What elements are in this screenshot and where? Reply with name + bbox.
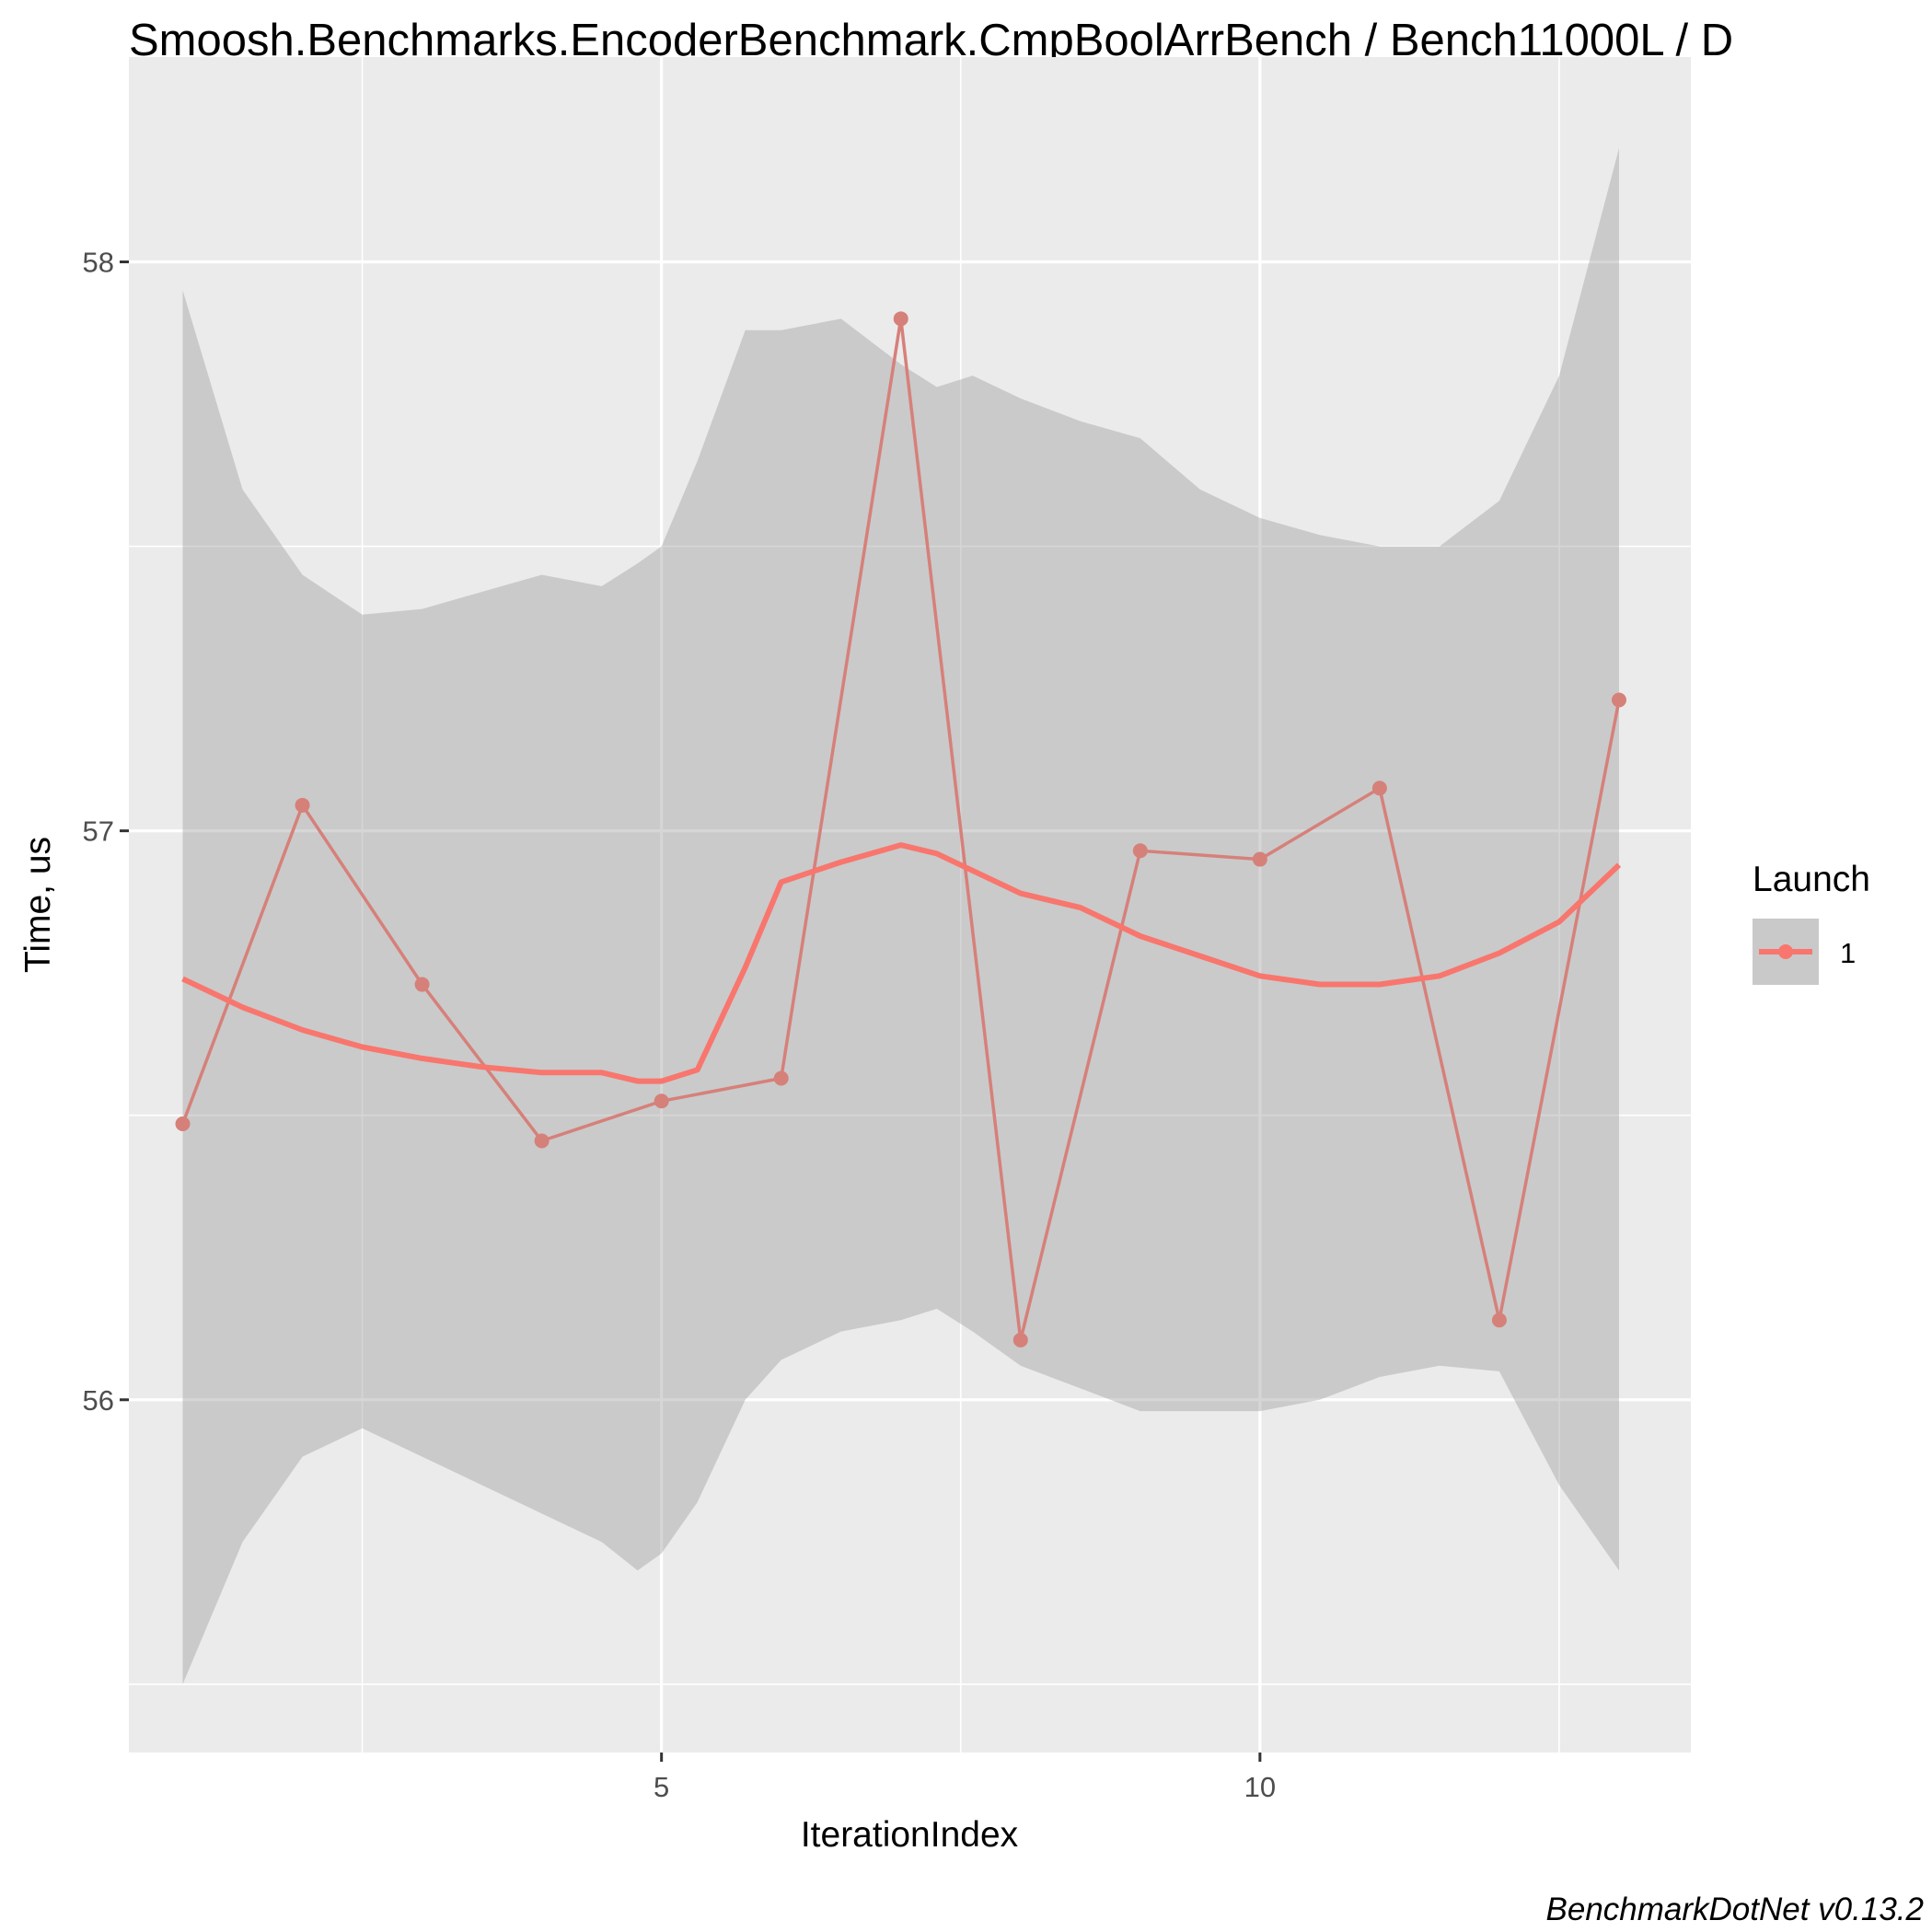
data-points <box>175 311 1626 1348</box>
data-point <box>893 311 908 327</box>
data-point <box>1371 781 1387 796</box>
y-axis-title: Time, us <box>18 837 58 973</box>
confidence-ribbon <box>182 147 1619 1684</box>
y-tick-label: 57 <box>83 816 114 848</box>
data-point <box>1252 851 1267 867</box>
x-axis: 5 10 <box>654 1753 1276 1803</box>
data-point <box>295 797 310 813</box>
legend-label: 1 <box>1840 937 1856 969</box>
plot-panel <box>129 57 1691 1753</box>
x-axis-title: IterationIndex <box>801 1815 1019 1855</box>
data-point <box>1491 1313 1507 1328</box>
x-tick-label: 10 <box>1244 1771 1276 1803</box>
y-tick-label: 58 <box>83 247 114 279</box>
y-tick-label: 56 <box>83 1384 114 1417</box>
grid-major <box>129 57 1691 1753</box>
data-point <box>1012 1332 1028 1348</box>
x-tick-label: 5 <box>654 1771 669 1803</box>
data-point <box>534 1133 550 1149</box>
data-point <box>773 1070 789 1086</box>
data-point <box>175 1116 191 1131</box>
data-point <box>1611 692 1626 708</box>
data-point <box>1132 843 1148 859</box>
data-point <box>654 1093 669 1109</box>
legend-key-point <box>1778 944 1793 959</box>
grid-minor <box>129 57 1691 1753</box>
legend-title: Launch <box>1753 860 1870 899</box>
smooth-line <box>181 842 1622 1084</box>
data-point <box>414 977 430 992</box>
legend: Launch 1 <box>1753 860 1870 985</box>
caption: BenchmarkDotNet v0.13.2 <box>1546 1892 1924 1927</box>
y-axis: 56 57 58 <box>83 247 129 1417</box>
